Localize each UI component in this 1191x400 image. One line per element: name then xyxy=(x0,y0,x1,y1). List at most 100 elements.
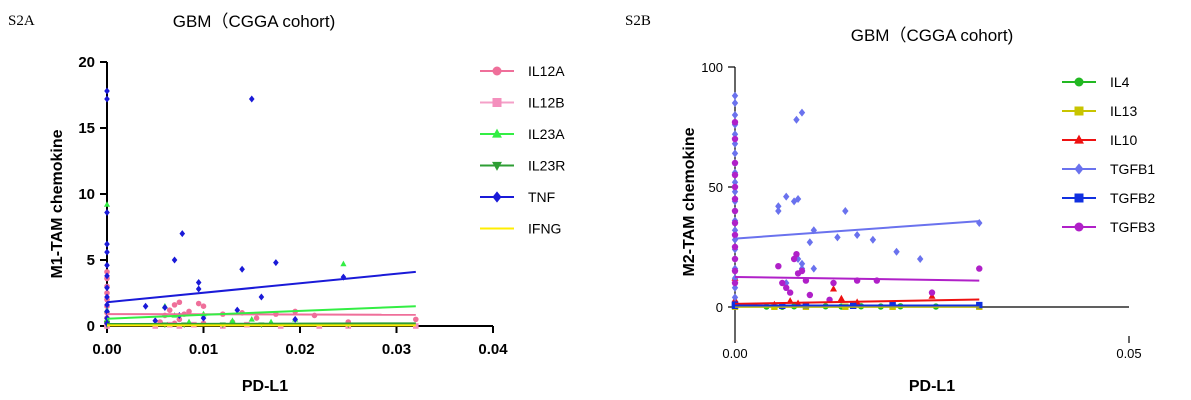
data-point-tgfb3 xyxy=(830,279,837,287)
data-point-tgfb3 xyxy=(806,291,814,299)
data-point-tnf xyxy=(273,259,279,267)
data-point-tgfb1 xyxy=(783,192,790,201)
panel-s2b: S2B GBM（CGGA cohort) PD-L1 M2-TAM chemok… xyxy=(625,13,1155,395)
legend-label-ifng: IFNG xyxy=(528,221,561,237)
data-point-tgfb3 xyxy=(783,284,790,291)
data-point-tnf xyxy=(142,302,149,310)
data-point-tnf xyxy=(104,301,110,309)
data-point-tgfb1 xyxy=(775,207,782,215)
data-point-tgfb3 xyxy=(775,263,782,270)
x-tick-label-s2a: 0.03 xyxy=(382,341,411,358)
legend-marker-tgfb1 xyxy=(1074,163,1084,175)
legend-marker-tnf xyxy=(492,191,502,203)
legend-label-il10: IL10 xyxy=(1110,132,1137,148)
y-tick-label-s2b: 50 xyxy=(709,180,723,195)
data-point-il23a xyxy=(248,316,255,322)
data-point-tgfb1 xyxy=(731,111,739,119)
y-tick-label-s2b: 0 xyxy=(716,300,723,315)
data-point-tgfb3 xyxy=(731,183,739,191)
data-point-tnf xyxy=(104,248,110,256)
data-point-il10 xyxy=(829,285,838,292)
fit-line-il23a xyxy=(106,305,416,320)
data-point-tgfb1 xyxy=(853,231,861,239)
data-point-tgfb3 xyxy=(731,207,739,215)
legend-marker-il23r xyxy=(492,161,502,171)
legend-marker-il12b xyxy=(492,98,502,107)
data-point-tnf xyxy=(239,265,245,273)
data-point-tnf xyxy=(234,306,241,314)
data-point-tgfb1 xyxy=(810,226,817,235)
data-point-tgfb1 xyxy=(976,219,983,227)
data-point-tgfb3 xyxy=(731,119,739,126)
fit-line-tnf xyxy=(106,270,416,304)
legend-s2b: IL4 IL13 IL10 TGFB1 TGFB2 TGFB3 xyxy=(1062,74,1155,235)
legend-label-tgfb3: TGFB3 xyxy=(1110,219,1155,235)
y-axis-label-s2b: M2-TAM chemokine xyxy=(681,127,698,276)
data-point-tgfb1 xyxy=(731,283,739,292)
data-point-tgfb1 xyxy=(731,293,739,302)
legend-label-il23a: IL23A xyxy=(528,126,565,142)
data-point-il12a xyxy=(413,316,419,323)
legend-label-il13: IL13 xyxy=(1110,103,1137,119)
legend-marker-il4 xyxy=(1074,77,1084,87)
data-point-tgfb3 xyxy=(731,195,739,203)
data-point-tnf xyxy=(104,293,110,301)
data-point-tgfb1 xyxy=(893,247,900,256)
data-point-tgfb1 xyxy=(798,259,806,268)
x-axis-label-s2b: PD-L1 xyxy=(909,378,955,395)
data-point-tnf xyxy=(292,315,298,323)
fit-line-il12a xyxy=(106,313,416,316)
data-point-tgfb1 xyxy=(810,264,817,273)
data-point-tnf xyxy=(104,95,110,103)
data-point-tgfb3 xyxy=(793,251,800,258)
legend-marker-il12a xyxy=(492,66,502,76)
data-point-tnf xyxy=(248,95,255,103)
data-point-tgfb3 xyxy=(731,267,739,275)
legend-marker-il13 xyxy=(1074,106,1084,116)
legend-marker-il23a xyxy=(492,128,502,138)
data-point-tnf xyxy=(104,87,110,95)
y-tick-label-s2a: 5 xyxy=(87,252,95,269)
x-tick-label-s2b: 0.00 xyxy=(722,346,747,361)
data-point-tgfb1 xyxy=(731,187,739,196)
x-tick-label-s2b: 0.05 xyxy=(1116,346,1141,361)
legend-marker-tgfb3 xyxy=(1074,222,1084,232)
plot-area-s2a: 0 5 10 15 20 0.00 0.01 0.02 0.03 0.04 xyxy=(78,54,508,358)
data-point-tnf xyxy=(195,278,202,286)
data-point-tnf xyxy=(195,285,202,293)
legend-label-il4: IL4 xyxy=(1110,74,1130,90)
data-point-tgfb1 xyxy=(798,108,806,117)
legend-label-tgfb2: TGFB2 xyxy=(1110,190,1155,206)
data-point-tnf xyxy=(179,230,186,238)
data-point-tgfb3 xyxy=(731,219,739,227)
data-point-tgfb1 xyxy=(842,207,849,215)
legend-label-il12a: IL12A xyxy=(528,63,565,79)
legend-label-il12b: IL12B xyxy=(528,95,565,111)
legend-s2a: IL12A IL12B IL23A IL23R TNF IFNG xyxy=(480,63,565,237)
data-point-tnf xyxy=(258,293,265,301)
y-tick-label-s2a: 20 xyxy=(78,54,95,71)
data-point-il23a xyxy=(103,201,111,207)
data-point-tgfb3 xyxy=(731,279,739,287)
data-point-tgfb3 xyxy=(798,267,806,275)
y-tick-label-s2a: 10 xyxy=(78,186,95,203)
data-point-tgfb3 xyxy=(790,255,798,263)
data-point-tgfb1 xyxy=(731,99,739,107)
y-tick-label-s2a: 0 xyxy=(87,318,95,335)
data-point-il12a xyxy=(176,299,183,306)
data-point-il12a xyxy=(200,303,207,310)
data-point-il12a xyxy=(195,300,202,307)
data-point-tgfb3 xyxy=(731,231,739,239)
data-point-tnf xyxy=(104,208,110,216)
data-point-tgfb1 xyxy=(794,195,802,203)
data-point-il12a xyxy=(166,307,173,313)
data-point-il12a xyxy=(104,290,110,296)
data-point-tnf xyxy=(104,261,110,269)
legend-label-tnf: TNF xyxy=(528,189,555,205)
legend-label-il23r: IL23R xyxy=(528,158,565,174)
panel-s2a: S2A GBM（CGGA cohort) PD-L1 M1-TAM chemok… xyxy=(8,12,565,395)
chart-title-s2b: GBM（CGGA cohort) xyxy=(851,26,1013,45)
x-tick-label-s2a: 0.01 xyxy=(189,341,218,358)
data-point-tgfb3 xyxy=(786,289,794,296)
